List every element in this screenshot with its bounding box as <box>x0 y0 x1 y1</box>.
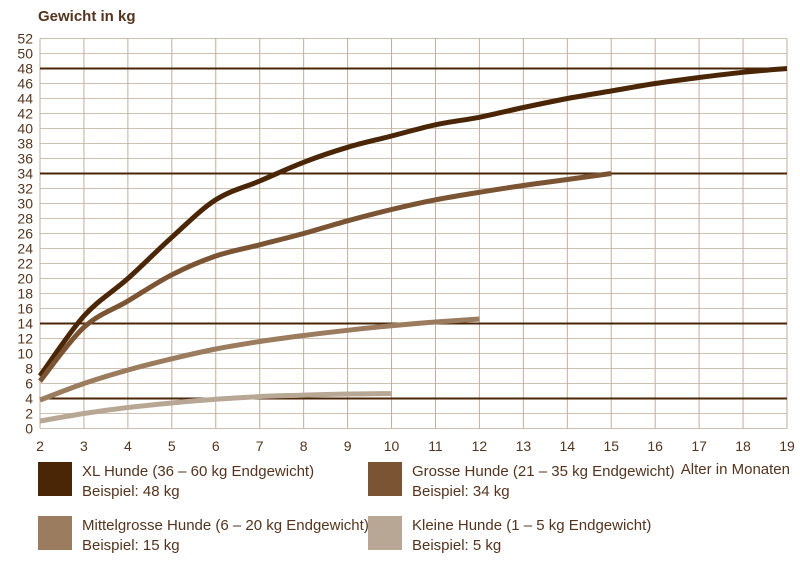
legend-swatch-xl-hunde <box>38 462 72 496</box>
legend-item-xl-hunde: XL Hunde (36 – 60 kg Endgewicht) Beispie… <box>38 462 314 502</box>
legend-swatch-mittelgrosse-hunde <box>38 516 72 550</box>
legend-example-grosse-hunde: Beispiel: 34 kg <box>412 483 510 500</box>
legend-example-kleine-hunde: Beispiel: 5 kg <box>412 537 502 554</box>
x-tick-label: 15 <box>603 438 619 454</box>
series-curve-3 <box>39 391 392 424</box>
x-tick-label: 7 <box>256 438 264 454</box>
y-tick-label: 38 <box>17 136 33 152</box>
y-tick-label: 10 <box>17 346 33 362</box>
legend-item-kleine-hunde: Kleine Hunde (1 – 5 kg Endgewicht) Beisp… <box>368 516 651 556</box>
y-tick-label: 22 <box>17 256 33 272</box>
growth-chart: 0246810121416182022242628303234363840424… <box>17 31 795 455</box>
legend-label-mittelgrosse-hunde: Mittelgrosse Hunde (6 – 20 kg Endgewicht… <box>82 517 369 534</box>
x-tick-label: 2 <box>36 438 44 454</box>
x-tick-label: 14 <box>560 438 576 454</box>
y-tick-label: 32 <box>17 181 33 197</box>
y-tick-label: 30 <box>17 196 33 212</box>
legend-swatch-grosse-hunde <box>368 462 402 496</box>
y-tick-label: 26 <box>17 226 33 242</box>
y-tick-label: 8 <box>25 361 33 377</box>
y-tick-label: 18 <box>17 286 33 302</box>
y-tick-label: 42 <box>17 106 33 122</box>
y-tick-label: 48 <box>17 61 33 77</box>
x-tick-label: 13 <box>516 438 532 454</box>
y-tick-label: 6 <box>25 376 33 392</box>
y-tick-label: 14 <box>17 316 33 332</box>
y-tick-label: 16 <box>17 301 33 317</box>
chart-title: Gewicht in kg <box>38 8 136 25</box>
y-tick-label: 34 <box>17 166 33 182</box>
y-tick-label: 28 <box>17 211 33 227</box>
x-tick-label: 8 <box>300 438 308 454</box>
x-tick-label: 9 <box>344 438 352 454</box>
x-tick-label: 19 <box>779 438 795 454</box>
x-tick-label: 11 <box>428 438 443 454</box>
y-tick-label: 2 <box>25 406 33 422</box>
y-tick-label: 44 <box>17 91 33 107</box>
legend-example-xl-hunde: Beispiel: 48 kg <box>82 483 180 500</box>
x-tick-label: 6 <box>212 438 220 454</box>
x-tick-label: 5 <box>168 438 176 454</box>
y-tick-label: 12 <box>17 331 33 347</box>
legend-label-xl-hunde: XL Hunde (36 – 60 kg Endgewicht) <box>82 463 315 480</box>
y-tick-label: 20 <box>17 271 33 287</box>
x-tick-label: 12 <box>472 438 488 454</box>
legend-label-grosse-hunde: Grosse Hunde (21 – 35 kg Endgewicht) <box>412 463 675 480</box>
x-axis-label: Alter in Monaten <box>680 461 790 478</box>
x-tick-label: 10 <box>384 438 400 454</box>
x-tick-label: 18 <box>735 438 751 454</box>
x-tick-label: 17 <box>691 438 707 454</box>
y-tick-label: 36 <box>17 151 33 167</box>
series-curve-1 <box>38 171 612 383</box>
series-curve-2 <box>39 316 480 403</box>
legend-label-kleine-hunde: Kleine Hunde (1 – 5 kg Endgewicht) <box>412 517 652 534</box>
x-tick-label: 4 <box>124 438 132 454</box>
x-tick-label: 3 <box>80 438 88 454</box>
series-curve-0 <box>37 66 788 378</box>
legend-swatch-kleine-hunde <box>368 516 402 550</box>
y-tick-label: 24 <box>17 241 33 257</box>
legend-item-mittelgrosse-hunde: Mittelgrosse Hunde (6 – 20 kg Endgewicht… <box>38 516 369 556</box>
y-tick-label: 40 <box>17 121 33 137</box>
y-tick-label: 46 <box>17 76 33 92</box>
y-tick-label: 4 <box>25 391 33 407</box>
y-tick-label: 52 <box>17 31 33 47</box>
x-tick-label: 16 <box>647 438 663 454</box>
legend-example-mittelgrosse-hunde: Beispiel: 15 kg <box>82 537 180 554</box>
legend-item-grosse-hunde: Grosse Hunde (21 – 35 kg Endgewicht) Bei… <box>368 462 675 502</box>
y-tick-label: 50 <box>17 46 33 62</box>
y-tick-label: 0 <box>25 421 33 437</box>
